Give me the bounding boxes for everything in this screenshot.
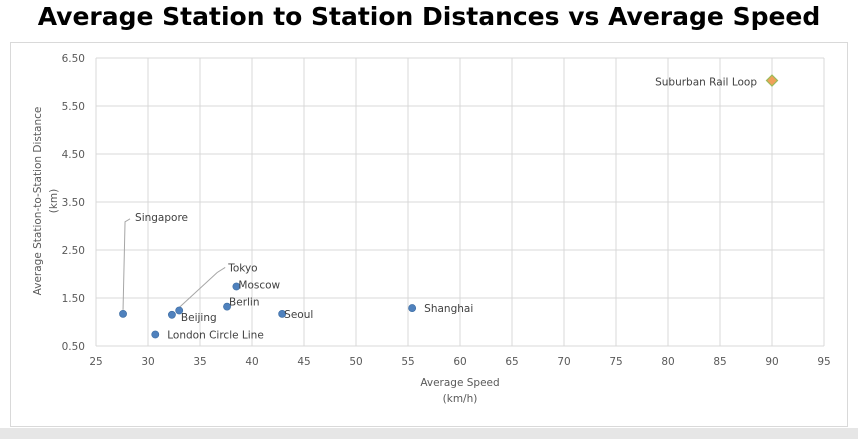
x-tick-label: 35	[193, 356, 206, 368]
y-axis-title-group: Average Station-to-Station Distance (km)	[32, 107, 60, 296]
data-label-moscow: Moscow	[238, 279, 280, 291]
y-tick-label: 4.50	[62, 149, 85, 161]
y-tick-label: 2.50	[62, 245, 85, 257]
x-axis-title: Average Speed	[420, 377, 499, 389]
leader-line-singapore	[122, 218, 131, 310]
data-label-berlin: Berlin	[229, 297, 259, 309]
x-tick-label: 65	[505, 356, 518, 368]
data-point-shanghai	[408, 304, 417, 312]
x-tick-label: 70	[557, 356, 570, 368]
data-point-beijing	[168, 310, 176, 319]
y-axis-title: Average Station-to-Station Distance	[32, 107, 44, 296]
data-label-singapore: Singapore	[135, 212, 188, 224]
x-tick-label: 75	[609, 356, 622, 368]
data-point-berlin	[223, 302, 231, 311]
y-axis-unit: (km)	[48, 189, 60, 214]
y-tick-label: 6.50	[62, 53, 85, 65]
x-axis-unit: (km/h)	[443, 393, 478, 405]
data-label-seoul: Seoul	[284, 309, 313, 321]
data-label-suburban-rail-loop: Suburban Rail Loop	[655, 77, 757, 89]
x-tick-label: 45	[297, 356, 310, 368]
data-point-suburban-rail-loop	[765, 74, 779, 87]
x-tick-label: 55	[401, 356, 414, 368]
y-tick-label: 3.50	[62, 197, 85, 209]
data-point-singapore	[119, 309, 127, 318]
x-tick-label: 85	[713, 356, 726, 368]
y-tick-label: 5.50	[62, 101, 85, 113]
x-tick-label: 50	[349, 356, 362, 368]
data-label-london-circle-line: London Circle Line	[167, 329, 264, 341]
data-label-tokyo: Tokyo	[227, 262, 257, 274]
x-tick-label: 30	[141, 356, 154, 368]
chart-title: Average Station to Station Distances vs …	[37, 2, 821, 31]
data-point-moscow	[232, 282, 241, 291]
x-tick-label: 60	[453, 356, 466, 368]
data-label-shanghai: Shanghai	[424, 303, 473, 315]
y-tick-label: 1.50	[62, 293, 85, 305]
leader-line-tokyo	[178, 267, 226, 308]
x-tick-label: 90	[765, 356, 778, 368]
x-tick-label: 95	[817, 356, 830, 368]
data-point-tokyo	[175, 306, 184, 315]
bottom-band	[0, 428, 858, 439]
data-point-london-circle-line	[151, 330, 160, 339]
data-label-beijing: Beijing	[181, 312, 217, 324]
x-tick-label: 80	[661, 356, 674, 368]
y-tick-label: 0.50	[62, 341, 85, 353]
x-tick-label: 40	[245, 356, 258, 368]
data-point-seoul	[278, 309, 287, 318]
x-tick-label: 25	[89, 356, 102, 368]
